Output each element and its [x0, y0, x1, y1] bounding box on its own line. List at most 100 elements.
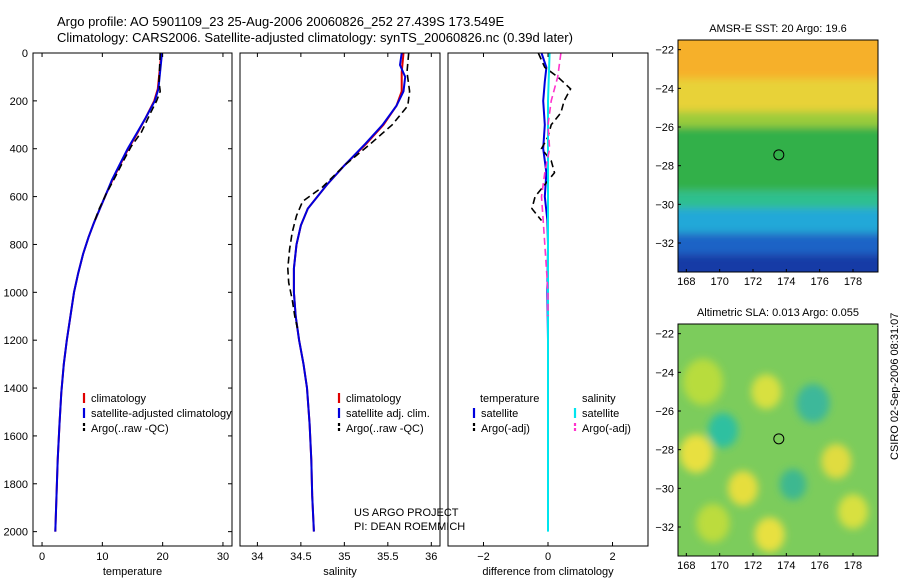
sst-map-band-4 — [678, 190, 878, 209]
sla-map-blob-8 — [838, 494, 868, 529]
salinity-legend-0-label: climatology — [346, 393, 402, 405]
sla-map-blob-3 — [708, 412, 738, 448]
temperature-legend-1-label: satellite-adjusted climatology — [91, 408, 232, 420]
sst-map-ytick-label-2: −26 — [655, 122, 674, 134]
difference-legend-header-temperature: temperature — [480, 393, 539, 405]
sla-map-ytick-label-1: −24 — [655, 367, 674, 379]
difference-xtick-label-0: −2 — [477, 551, 490, 563]
salinity-xtick-label-0: 34 — [251, 551, 263, 563]
sla-map-blob-4 — [679, 434, 713, 473]
sla-map-blob-7 — [779, 469, 807, 500]
sst-map-band-1 — [678, 78, 878, 112]
difference-legend: temperature salinity satellite Argo(-adj) sa… — [472, 393, 631, 435]
temperature-ytick-label-2: 400 — [10, 144, 28, 156]
sst-map-ytick-label-3: −28 — [655, 161, 674, 173]
temperature-ytick-label-0: 0 — [22, 48, 28, 60]
temperature-ytick-label-6: 1200 — [4, 335, 28, 347]
sla-map-xtick-label-3: 174 — [777, 560, 795, 572]
difference-legend-header-salinity: salinity — [582, 393, 616, 405]
sla-map-ytick-label-3: −28 — [655, 445, 674, 457]
difference-series-group — [531, 53, 572, 532]
temperature-legend: climatology satellite-adjusted climatolog… — [82, 393, 232, 435]
sla-map-xtick-label-0: 168 — [677, 560, 695, 572]
credit-project: US ARGO PROJECT — [354, 507, 459, 519]
salinity-panel: 34 34.5 35 35.5 36 salinity — [239, 52, 441, 578]
salinity-xtick-label-1: 34.5 — [290, 551, 311, 563]
temperature-xtick-label-2: 20 — [157, 551, 169, 563]
salinity-legend: climatology satellite adj. clim. Argo(..ra… — [337, 393, 430, 435]
sla-map-blob-5 — [821, 443, 852, 479]
salinity-series-2 — [286, 53, 411, 329]
difference-xtick-label-1: 0 — [545, 551, 551, 563]
temperature-ytick-label-10: 2000 — [4, 527, 28, 539]
sla-map-ytick-label-2: −26 — [655, 406, 674, 418]
sla-map-field — [678, 324, 878, 556]
sla-map-frame — [677, 323, 879, 557]
sst-map-field — [678, 40, 878, 272]
timestamp-stamp: CSIRO 02-Sep-2006 08:31:07 — [889, 312, 900, 460]
sst-map-ytick-label-5: −32 — [655, 238, 674, 250]
sla-map-ytick-label-5: −32 — [655, 522, 674, 534]
sst-map-frame — [677, 39, 879, 273]
sst-map-ytick-label-4: −30 — [655, 199, 674, 211]
salinity-legend-1-label: satellite adj. clim. — [346, 408, 430, 420]
figure-title-line-1: Argo profile: AO 5901109_23 25-Aug-2006 … — [57, 14, 505, 29]
sst-map-band-6 — [678, 233, 878, 255]
salinity-series-group — [286, 53, 411, 532]
sla-map-xtick-label-2: 172 — [744, 560, 762, 572]
figure-title-line-2: Climatology: CARS2006. Satellite-adjuste… — [57, 30, 573, 45]
salinity-legend-2-label: Argo(..raw -QC) — [346, 423, 424, 435]
sst-map-title: AMSR-E SST: 20 Argo: 19.6 — [709, 23, 847, 35]
sst-map-panel: 168 170 172 174 176 178 −22 −24 −26 −28 −30 −32 AMSR… — [655, 23, 879, 288]
sst-map-band-7 — [678, 254, 878, 272]
sla-map-ytick-label-4: −30 — [655, 483, 674, 495]
sla-map-xtick-label-5: 178 — [844, 560, 862, 572]
sst-map-argo-marker — [773, 149, 785, 161]
temperature-ytick-label-9: 1800 — [4, 479, 28, 491]
difference-series-1 — [531, 53, 572, 222]
temperature-ytick-label-4: 800 — [10, 239, 28, 251]
sla-map-xtick-label-4: 176 — [810, 560, 828, 572]
temperature-series-group — [54, 53, 163, 532]
difference-legend-sal-argo-label: Argo(-adj) — [582, 423, 631, 435]
sst-map-xtick-label-5: 178 — [844, 276, 862, 288]
sla-map-blobs — [679, 358, 868, 553]
sst-map-band-2 — [678, 111, 878, 127]
salinity-xlabel: salinity — [323, 566, 357, 578]
credit-pi: PI: DEAN ROEMMICH — [354, 521, 466, 533]
temperature-ytick-label-1: 200 — [10, 96, 28, 108]
temperature-xtick-label-1: 10 — [96, 551, 108, 563]
temperature-ytick-label-3: 600 — [10, 192, 28, 204]
sst-map-xtick-label-1: 170 — [710, 276, 728, 288]
temperature-series-0 — [54, 53, 163, 532]
sst-map-xtick-label-4: 176 — [810, 276, 828, 288]
sst-map-ytick-label-1: −24 — [655, 83, 674, 95]
difference-legend-temp-sat-label: satellite — [481, 408, 518, 420]
temperature-frame — [32, 52, 233, 547]
difference-panel: −2 0 2 difference from climatology — [447, 52, 649, 578]
sla-map-argo-marker — [773, 433, 785, 445]
sst-map-ytick-label-0: −22 — [655, 45, 674, 57]
sla-map-blob-2 — [796, 383, 830, 423]
sla-map-title: Altimetric SLA: 0.013 Argo: 0.055 — [697, 307, 859, 319]
temperature-legend-2-label: Argo(..raw -QC) — [91, 423, 169, 435]
sla-map-xtick-label-1: 170 — [710, 560, 728, 572]
temperature-series-2 — [93, 53, 162, 224]
difference-series-3 — [540, 53, 562, 317]
sst-map-bands — [678, 40, 878, 272]
temperature-ytick-label-8: 1600 — [4, 431, 28, 443]
salinity-xtick-label-4: 36 — [425, 551, 437, 563]
temperature-xlabel: temperature — [103, 566, 162, 578]
difference-xtick-label-2: 2 — [609, 551, 615, 563]
difference-series-2 — [547, 53, 551, 532]
salinity-series-1 — [292, 53, 407, 532]
temperature-series-1 — [54, 53, 163, 532]
temperature-panel: 0 10 20 30 0 200 400 600 800 1000 1200 1400 1600 1800… — [4, 48, 233, 578]
sla-map-blob-10 — [754, 517, 785, 553]
temperature-ytick-label-7: 1400 — [4, 383, 28, 395]
sla-map-blob-9 — [696, 503, 730, 543]
salinity-xtick-label-2: 35 — [338, 551, 350, 563]
sla-map-blob-0 — [683, 358, 723, 406]
sst-map-xtick-label-3: 174 — [777, 276, 795, 288]
